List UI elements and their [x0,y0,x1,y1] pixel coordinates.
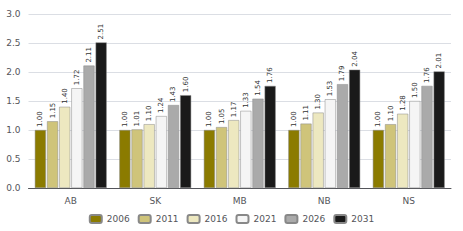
svg-text:1.5: 1.5 [6,96,20,106]
svg-text:2.0: 2.0 [6,67,21,77]
svg-text:1.10: 1.10 [387,106,395,122]
svg-text:NB: NB [318,196,331,206]
svg-text:MB: MB [233,196,247,206]
svg-text:0.5: 0.5 [6,154,20,164]
svg-text:1.00: 1.00 [374,111,382,127]
svg-text:1.76: 1.76 [423,67,431,83]
svg-text:1.40: 1.40 [61,88,69,104]
svg-text:SK: SK [149,196,162,206]
svg-text:2016: 2016 [205,214,228,224]
svg-text:2021: 2021 [254,214,277,224]
svg-text:3.0: 3.0 [6,9,21,19]
svg-text:2.11: 2.11 [85,47,93,63]
svg-text:1.54: 1.54 [254,80,262,96]
svg-text:1.10: 1.10 [145,106,153,122]
svg-text:1.05: 1.05 [218,109,226,125]
svg-text:1.00: 1.00 [290,111,298,127]
svg-text:2031: 2031 [351,214,374,224]
svg-text:1.43: 1.43 [169,86,177,102]
svg-text:1.17: 1.17 [230,102,238,118]
svg-text:AB: AB [65,196,77,206]
svg-text:1.72: 1.72 [73,70,81,86]
svg-text:1.79: 1.79 [338,66,346,82]
svg-text:1.53: 1.53 [326,81,334,97]
svg-text:1.15: 1.15 [49,103,57,119]
svg-text:1.00: 1.00 [121,111,129,127]
svg-text:1.00: 1.00 [36,111,44,127]
svg-text:1.01: 1.01 [133,111,141,127]
svg-text:2011: 2011 [156,214,179,224]
svg-text:2.5: 2.5 [6,38,20,48]
svg-text:0.0: 0.0 [6,183,21,193]
svg-text:1.60: 1.60 [182,77,190,93]
svg-text:NS: NS [403,196,416,206]
svg-text:1.33: 1.33 [242,92,250,108]
svg-text:1.50: 1.50 [411,82,419,98]
svg-text:1.76: 1.76 [266,67,274,83]
svg-text:2.04: 2.04 [351,51,359,67]
svg-text:1.00: 1.00 [205,111,213,127]
svg-text:1.28: 1.28 [399,95,407,111]
svg-text:1.24: 1.24 [157,97,165,113]
svg-text:1.11: 1.11 [302,105,310,121]
svg-text:1.30: 1.30 [314,94,322,110]
svg-text:2026: 2026 [302,214,325,224]
svg-text:2.01: 2.01 [435,53,443,69]
svg-text:2.51: 2.51 [97,24,105,40]
svg-text:1.0: 1.0 [6,125,21,135]
svg-text:2006: 2006 [107,214,130,224]
